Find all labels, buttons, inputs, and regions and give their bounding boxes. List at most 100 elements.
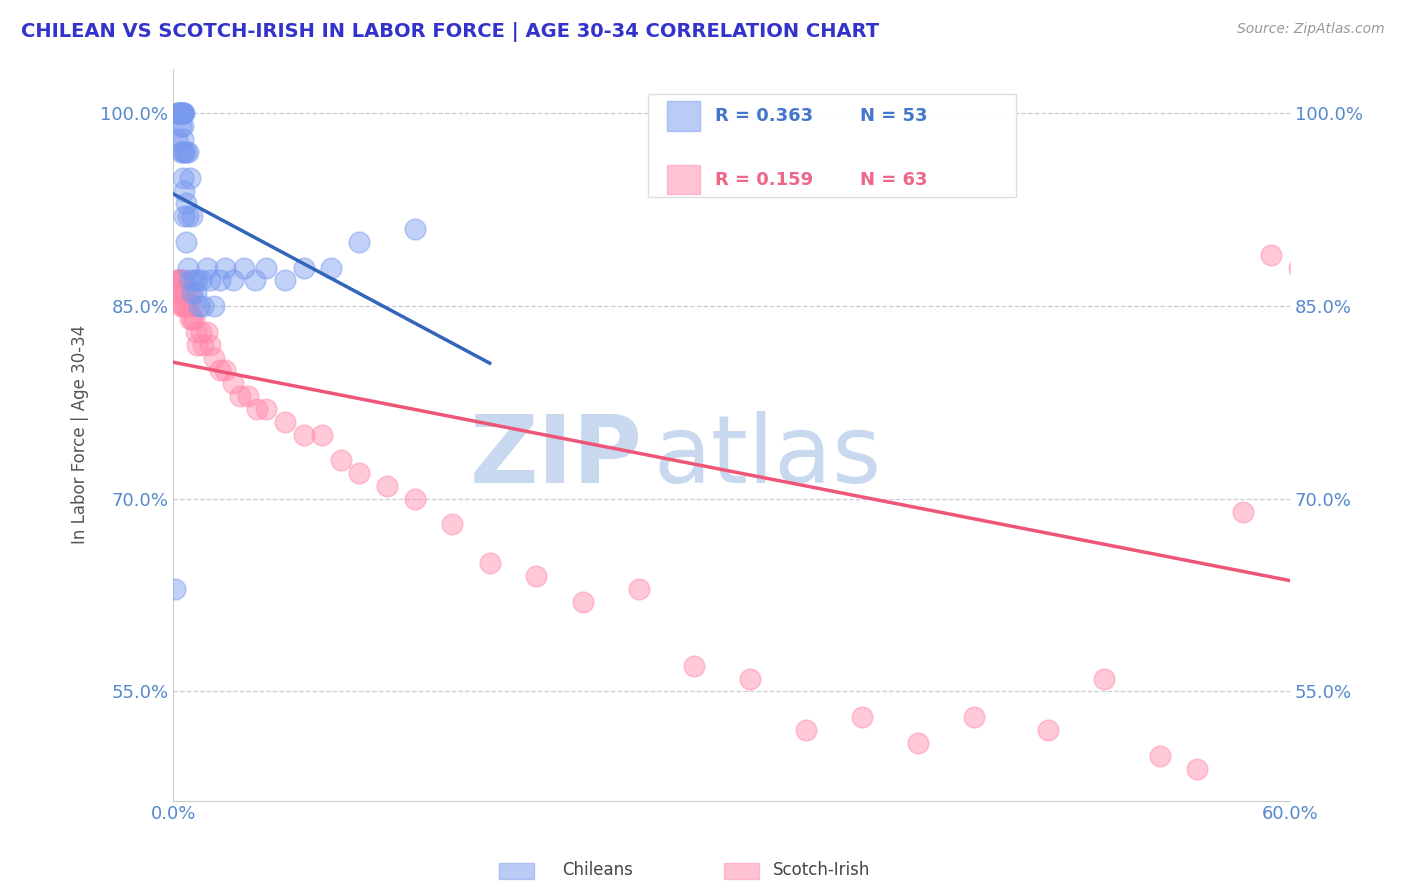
Point (179, 273, 201, 287)
Point (177, 145, 200, 159)
FancyBboxPatch shape (648, 95, 1017, 196)
Point (172, 106, 194, 120)
Bar (666, 102, 700, 131)
Point (254, 401, 277, 416)
Point (172, 106, 194, 120)
Point (375, 479, 398, 493)
Point (166, 273, 188, 287)
Point (190, 273, 212, 287)
Point (233, 260, 256, 275)
Point (167, 106, 190, 120)
Point (169, 145, 191, 159)
Text: Scotch-Irish: Scotch-Irish (773, 861, 870, 879)
Text: CHILEAN VS SCOTCH-IRISH IN LABOR FORCE | AGE 30-34 CORRELATION CHART: CHILEAN VS SCOTCH-IRISH IN LABOR FORCE |… (21, 22, 879, 42)
Point (349, 235, 371, 249)
Text: R = 0.159: R = 0.159 (714, 170, 813, 189)
Point (179, 170, 201, 185)
Point (214, 260, 236, 275)
Point (169, 106, 191, 120)
Point (962, 710, 984, 724)
Point (1232, 505, 1254, 519)
Point (172, 273, 194, 287)
Text: Chileans: Chileans (562, 861, 633, 879)
Point (222, 273, 245, 287)
Point (1334, 260, 1357, 275)
Text: Source: ZipAtlas.com: Source: ZipAtlas.com (1237, 22, 1385, 37)
Point (246, 401, 269, 416)
Point (292, 260, 315, 275)
Point (208, 273, 231, 287)
Point (292, 427, 315, 442)
Text: R = 0.363: R = 0.363 (714, 107, 813, 125)
Point (191, 337, 214, 351)
Point (195, 325, 218, 339)
Point (186, 273, 208, 287)
Text: N = 63: N = 63 (860, 170, 928, 189)
Point (172, 120, 194, 134)
Point (173, 184, 195, 198)
Point (195, 260, 218, 275)
Text: atlas: atlas (654, 410, 882, 502)
Point (167, 106, 190, 120)
Point (851, 710, 873, 724)
Point (311, 427, 333, 442)
Point (174, 235, 197, 249)
Point (172, 299, 194, 313)
Point (169, 120, 191, 134)
Point (202, 351, 225, 365)
Point (404, 491, 426, 506)
Point (214, 363, 236, 377)
Point (243, 273, 266, 287)
Point (190, 325, 212, 339)
Point (1288, 260, 1310, 275)
Point (236, 389, 259, 403)
Point (188, 299, 211, 313)
Point (169, 273, 191, 287)
Point (173, 145, 195, 159)
Point (1149, 748, 1171, 763)
Point (177, 299, 200, 313)
Point (794, 723, 817, 737)
Point (165, 582, 187, 596)
Point (329, 453, 352, 467)
Point (172, 286, 194, 301)
Y-axis label: In Labor Force | Age 30-34: In Labor Force | Age 30-34 (72, 325, 89, 544)
Point (169, 106, 191, 120)
Point (184, 325, 207, 339)
Point (200, 273, 222, 287)
Point (627, 582, 650, 596)
Point (274, 273, 297, 287)
Text: N = 53: N = 53 (860, 107, 928, 125)
Point (172, 170, 194, 185)
Point (174, 286, 197, 301)
Point (254, 260, 277, 275)
Point (180, 299, 202, 313)
Point (174, 145, 197, 159)
Point (740, 672, 762, 686)
Point (173, 209, 195, 223)
Point (1036, 723, 1059, 737)
Point (1185, 762, 1208, 776)
Point (186, 337, 208, 351)
Point (173, 106, 195, 120)
Point (172, 145, 194, 159)
Point (1092, 672, 1115, 686)
Point (177, 260, 200, 275)
Point (167, 286, 190, 301)
Point (183, 312, 205, 326)
Point (1306, 260, 1329, 275)
Point (173, 299, 195, 313)
Point (174, 299, 197, 313)
Point (169, 299, 191, 313)
Point (200, 337, 222, 351)
Point (173, 286, 195, 301)
Point (169, 273, 191, 287)
Point (179, 312, 201, 326)
Point (683, 658, 706, 673)
Point (191, 299, 214, 313)
Point (349, 466, 371, 480)
Point (180, 209, 202, 223)
Bar (666, 165, 700, 194)
Point (184, 286, 207, 301)
Point (524, 569, 547, 583)
